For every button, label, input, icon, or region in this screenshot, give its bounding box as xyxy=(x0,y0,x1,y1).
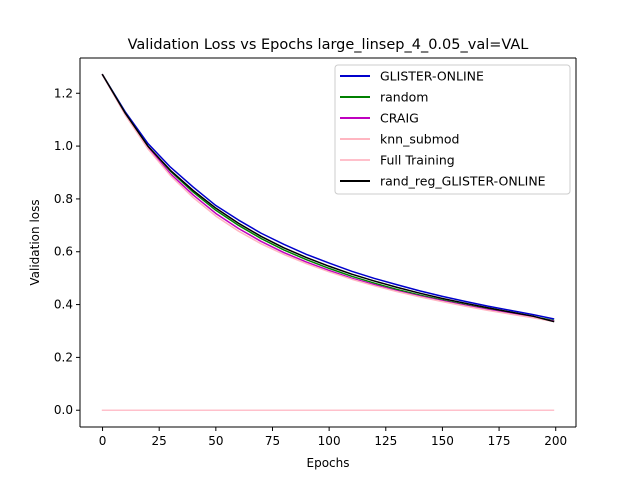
series-layer xyxy=(101,73,555,411)
legend-label: CRAIG xyxy=(380,111,419,126)
x-tick-label: 25 xyxy=(152,434,167,448)
y-tick-label: 0.2 xyxy=(54,350,73,364)
y-tick-label: 1.2 xyxy=(54,86,73,100)
y-tick-label: 0.4 xyxy=(54,298,73,312)
x-axis-label: Epochs xyxy=(307,456,350,470)
legend-label: GLISTER-ONLINE xyxy=(380,69,484,84)
legend-label: rand_reg_GLISTER-ONLINE xyxy=(380,174,546,189)
chart-title: Validation Loss vs Epochs large_linsep_4… xyxy=(128,37,529,53)
legend-frame xyxy=(334,64,571,195)
series-line-glister-online xyxy=(101,73,555,320)
series-line-rand-reg-glister-online xyxy=(101,73,555,323)
y-tick-label: 0.0 xyxy=(54,403,73,417)
ticks-layer: 0 25 50 75 100 125 150 175 200 0.0 0.2 0.4 0.6 0.8 1.0… xyxy=(54,86,567,448)
x-tick-label: 200 xyxy=(544,434,567,448)
x-tick-label: 175 xyxy=(488,434,511,448)
y-axis-label: Validation loss xyxy=(28,199,42,285)
series-line-craig xyxy=(101,73,555,322)
x-tick-label: 0 xyxy=(99,434,107,448)
x-tick-label: 150 xyxy=(431,434,454,448)
legend-label: random xyxy=(380,90,428,105)
legend: GLISTER-ONLINE random CRAIG knn_submod Full … xyxy=(334,64,571,195)
axes-layer xyxy=(79,57,577,428)
y-tick-label: 0.8 xyxy=(54,192,73,206)
x-tick-label: 50 xyxy=(208,434,223,448)
legend-label: Full Training xyxy=(380,153,455,168)
x-tick-label: 125 xyxy=(374,434,397,448)
y-tick-label: 0.6 xyxy=(54,245,73,259)
y-tick-label: 1.0 xyxy=(54,139,73,153)
series-line-knn-submod xyxy=(101,73,555,323)
x-tick-label: 100 xyxy=(318,434,341,448)
legend-label: knn_submod xyxy=(380,132,459,147)
x-tick-label: 75 xyxy=(265,434,280,448)
